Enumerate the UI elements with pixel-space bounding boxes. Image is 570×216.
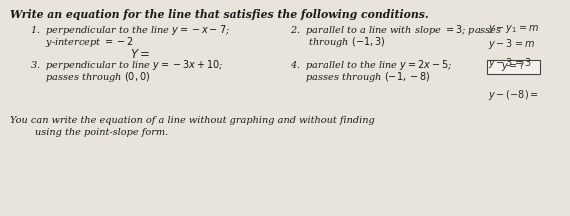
Text: through $(-1, 3)$: through $(-1, 3)$ <box>290 35 385 49</box>
Text: 4.  parallel to the line $y = 2x - 5$;: 4. parallel to the line $y = 2x - 5$; <box>290 58 452 72</box>
Text: $y - 3 = m$: $y - 3 = m$ <box>488 37 535 51</box>
Text: using the point-slope form.: using the point-slope form. <box>10 128 168 137</box>
Text: passes through $(0, 0)$: passes through $(0, 0)$ <box>30 70 150 84</box>
Text: 2.  parallel to a line with slope $= 3$; passes: 2. parallel to a line with slope $= 3$; … <box>290 23 502 37</box>
Text: $y - (-8) =$: $y - (-8) =$ <box>488 88 539 102</box>
Text: Write an equation for the line that satisfies the following conditions.: Write an equation for the line that sati… <box>10 9 429 20</box>
Text: $y - 3 = 3$: $y - 3 = 3$ <box>488 56 532 70</box>
Text: y-intercept $= -2$: y-intercept $= -2$ <box>30 35 134 49</box>
Text: $y = ?$: $y = ?$ <box>501 59 525 73</box>
Text: passes through $(-1, -8)$: passes through $(-1, -8)$ <box>290 70 430 84</box>
Text: 3.  perpendicular to line $y = -3x + 10$;: 3. perpendicular to line $y = -3x + 10$; <box>30 58 223 72</box>
Text: You can write the equation of a line without graphing and without finding: You can write the equation of a line wit… <box>10 116 374 125</box>
Text: $y - y_1 = m$: $y - y_1 = m$ <box>488 23 539 35</box>
Text: $\mathit{Y}=$: $\mathit{Y}=$ <box>130 48 150 61</box>
Text: 1.  perpendicular to the line $y = -x - 7$;: 1. perpendicular to the line $y = -x - 7… <box>30 23 230 37</box>
FancyBboxPatch shape <box>487 59 539 73</box>
